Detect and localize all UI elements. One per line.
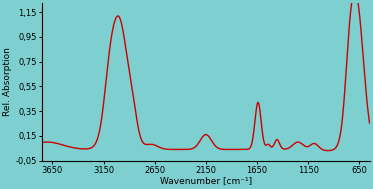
X-axis label: Wavenumber [cm⁻¹]: Wavenumber [cm⁻¹] xyxy=(160,177,252,186)
Y-axis label: Rel. Absorption: Rel. Absorption xyxy=(3,48,12,116)
